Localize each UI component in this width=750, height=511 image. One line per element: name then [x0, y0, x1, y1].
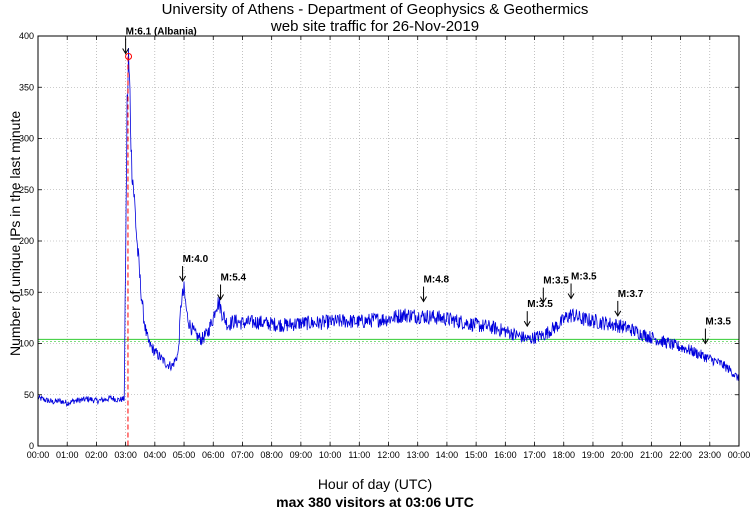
x-tick-label: 09:00	[290, 450, 313, 460]
x-tick-label: 18:00	[552, 450, 575, 460]
y-tick-label: 150	[19, 287, 34, 297]
y-tick-label: 50	[24, 390, 34, 400]
x-tick-label: 21:00	[640, 450, 663, 460]
event-label: M:3.7	[618, 289, 644, 300]
y-tick-label: 250	[19, 185, 34, 195]
event-label: M:4.0	[183, 254, 209, 265]
x-tick-label: 11:00	[348, 450, 370, 460]
y-tick-label: 100	[19, 339, 34, 349]
event-arrow-head	[567, 293, 575, 300]
event-arrow-head	[539, 297, 547, 304]
x-tick-label: 01:00	[56, 450, 79, 460]
x-tick-label: 14:00	[436, 450, 459, 460]
x-tick-label: 08:00	[260, 450, 283, 460]
event-label: M:3.5	[705, 317, 731, 328]
x-tick-label: 15:00	[465, 450, 488, 460]
y-tick-label: 200	[19, 236, 34, 246]
event-arrow-head	[179, 275, 187, 283]
x-tick-label: 12:00	[377, 450, 400, 460]
y-tick-label: 350	[19, 82, 34, 92]
event-label: M:4.8	[424, 275, 450, 286]
traffic-series-line	[37, 47, 740, 408]
event-label: M:3.5	[527, 299, 553, 310]
chart-title: University of Athens - Department of Geo…	[161, 1, 589, 18]
x-tick-label: 17:00	[523, 450, 546, 460]
x-tick-label: 19:00	[582, 450, 605, 460]
x-tick-label: 10:00	[319, 450, 342, 460]
y-tick-label: 400	[19, 31, 34, 41]
x-tick-label: 20:00	[611, 450, 634, 460]
event-arrow-head	[217, 294, 224, 301]
x-tick-label: 22:00	[669, 450, 692, 460]
x-tick-label: 02:00	[85, 450, 108, 460]
event-arrow-head	[420, 296, 427, 303]
chart-subtitle: web site traffic for 26-Nov-2019	[270, 18, 480, 35]
x-tick-label: 05:00	[173, 450, 196, 460]
x-tick-label: 07:00	[231, 450, 254, 460]
x-tick-label: 06:00	[202, 450, 225, 460]
event-arrow-head	[122, 48, 130, 55]
x-tick-label: 00:00	[728, 450, 750, 460]
y-tick-label: 300	[19, 134, 34, 144]
x-tick-label: 00:00	[27, 450, 50, 460]
plot-frame	[37, 35, 740, 447]
x-tick-label: 13:00	[406, 450, 429, 460]
event-label: M:5.4	[221, 273, 247, 284]
event-label: M:3.5	[543, 276, 569, 287]
event-arrow-head	[614, 310, 622, 317]
event-arrow-head	[523, 320, 531, 328]
x-tick-label: 04:00	[144, 450, 167, 460]
max-visitors-note: max 380 visitors at 03:06 UTC	[276, 494, 474, 510]
event-label: M:6.1 (Albania)	[126, 27, 197, 38]
event-label: M:3.5	[571, 271, 597, 282]
x-axis-label: Hour of day (UTC)	[317, 476, 433, 492]
x-tick-label: 03:00	[114, 450, 137, 460]
x-tick-label: 23:00	[699, 450, 722, 460]
event-arrow-head	[701, 338, 709, 345]
y-tick-label: 0	[29, 441, 34, 451]
x-tick-label: 16:00	[494, 450, 517, 460]
max-point-marker	[125, 53, 133, 60]
